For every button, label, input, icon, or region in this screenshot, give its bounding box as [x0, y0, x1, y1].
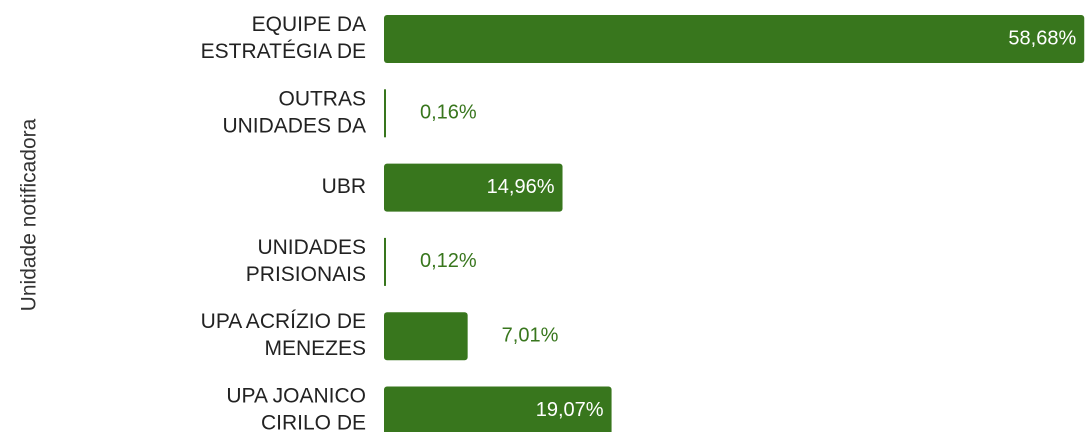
value-label: 0,12% — [420, 250, 477, 272]
y-tick-label: UBR — [322, 175, 366, 198]
value-label: 14,96% — [487, 176, 555, 198]
value-label: 58,68% — [1008, 27, 1076, 49]
bar — [384, 89, 386, 138]
y-tick-label: UPA JOANICO — [226, 385, 366, 408]
y-tick-label: EQUIPE DA — [252, 13, 366, 36]
y-tick-label: UNIDADES — [257, 236, 366, 259]
y-tick-label: OUTRAS — [278, 87, 366, 110]
value-label: 19,07% — [536, 399, 604, 421]
y-tick-label: PRISIONAIS — [246, 263, 366, 286]
y-axis-title: Unidade notificadora — [18, 118, 41, 311]
value-label: 7,01% — [502, 324, 559, 346]
y-tick-label: UNIDADES DA — [222, 114, 366, 137]
y-tick-label: ESTRATÉGIA DE — [201, 40, 366, 63]
value-label: 0,16% — [420, 102, 477, 124]
bar — [384, 312, 468, 361]
bar — [384, 15, 1085, 63]
y-tick-label: CIRILO DE — [261, 412, 366, 432]
bar — [384, 386, 612, 432]
y-tick-label: MENEZES — [264, 337, 366, 360]
y-tick-label: UPA ACRÍZIO DE — [201, 310, 366, 333]
bar — [384, 237, 386, 286]
bar — [384, 163, 563, 212]
